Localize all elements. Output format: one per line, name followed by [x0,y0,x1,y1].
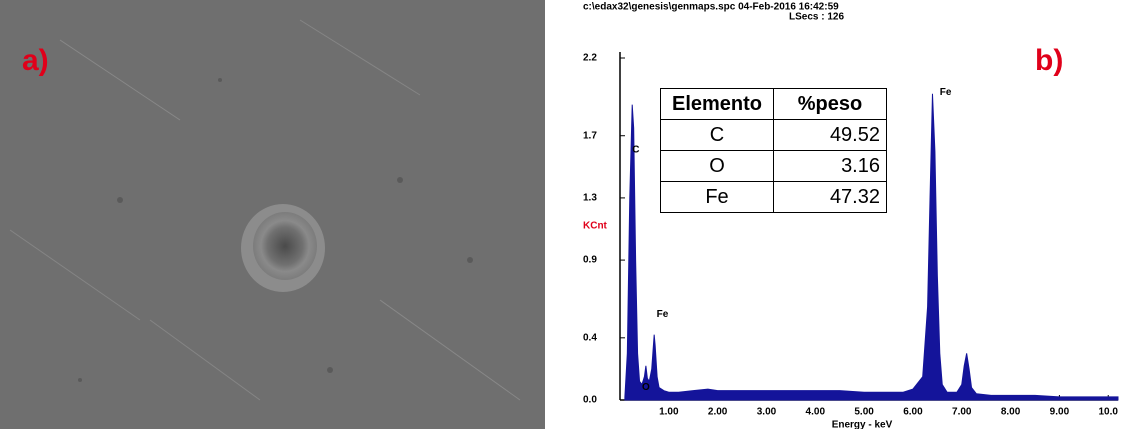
x-tick-label: 4.00 [806,407,826,418]
table-row: C 49.52 [660,119,887,151]
y-tick-label: 0.4 [583,332,597,343]
y-tick-label: 0.9 [583,255,597,266]
cell: 47.32 [773,181,887,213]
x-tick-label: 1.00 [659,407,679,418]
y-tick-label: 0.0 [583,395,597,406]
x-tick-label: 6.00 [903,407,923,418]
table-row: O 3.16 [660,150,887,182]
cell: C [660,119,774,151]
x-tick-label: 9.00 [1050,407,1070,418]
panel-label: a) [22,44,49,77]
table-header: Elemento %peso [660,88,887,120]
cell: 3.16 [773,150,887,182]
table-row: Fe 47.32 [660,181,887,213]
x-tick-label: 2.00 [708,407,728,418]
x-tick-label: 7.00 [952,407,972,418]
panel-label: b) [1035,44,1063,77]
cell: 49.52 [773,119,887,151]
y-axis-label: KCnt [583,221,608,232]
peak-label: Fe [940,87,952,98]
peak-label: C [632,144,639,155]
header-cell: Elemento [660,88,774,120]
x-tick-label: 3.00 [757,407,777,418]
x-tick-label: 5.00 [854,407,874,418]
x-tick-label: 8.00 [1001,407,1021,418]
plot: 0.0 0.4 0.9 1.3 1.7 2.2 1.00 2.00 3.00 4.00 5.00 6.… [583,52,1119,418]
chart-header: c:\edax32\genesis\genmaps.spc 04-Feb-201… [583,2,839,13]
chart-subheader: LSecs : 126 [789,12,844,23]
sem-image: a) [0,0,545,429]
x-axis-label: Energy - keV [832,420,893,429]
spectrum-panel [575,0,1126,429]
cell: O [660,150,774,182]
y-tick-label: 1.3 [583,193,597,204]
result-table: Elemento %peso C 49.52 O 3.16 Fe 47.32 [660,88,887,213]
spectrum [624,93,1119,401]
header-cell: %peso [773,88,887,120]
y-tick-label: 1.7 [583,130,597,141]
y-tick-label: 2.2 [583,53,597,64]
x-tick-label: 10.0 [1099,407,1119,418]
peak-label: O [642,382,650,393]
peak-label: Fe [657,309,669,320]
cell: Fe [660,181,774,213]
